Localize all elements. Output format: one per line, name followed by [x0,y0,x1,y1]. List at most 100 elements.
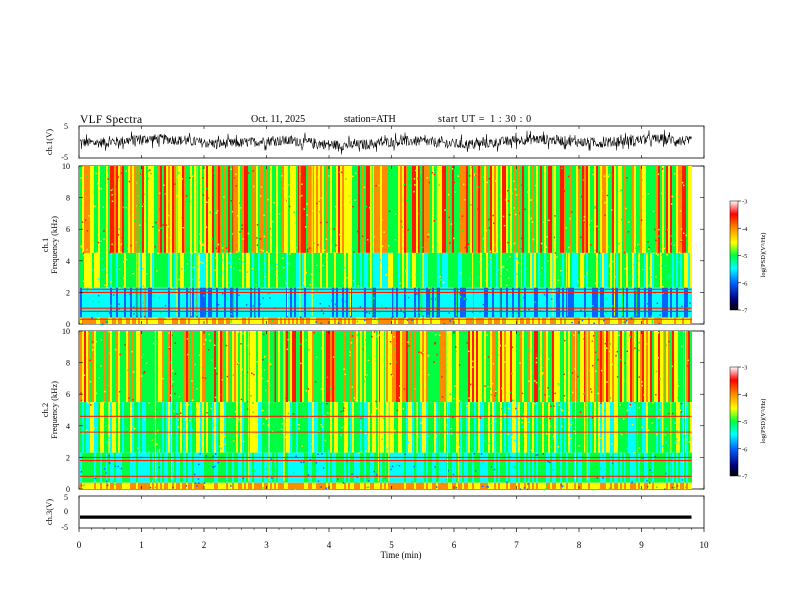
spectrogram-speckle [503,224,506,227]
spectrogram-speckle [604,409,606,412]
spectrogram-cell [242,317,244,324]
spectrogram-speckle [238,202,241,204]
spectrogram-speckle [655,370,658,373]
spectrogram-cell [678,287,680,318]
spectrogram-speckle [657,254,659,256]
spectrogram-cell [172,252,174,288]
spectrogram-cell [600,317,602,324]
spectrogram-speckle [571,372,574,374]
spectrogram-speckle [640,467,642,470]
spectrogram-cell [416,287,418,318]
spectrogram-cell [332,452,334,483]
spectrogram-cell [378,482,380,489]
spectrogram-speckle [688,269,690,271]
spectrogram-speckle [154,246,156,248]
spectrogram-speckle [674,441,677,444]
spectrogram-cell [186,317,188,324]
spectrogram-cell [180,331,182,403]
spectrogram-cell [110,482,112,489]
spectrogram-cell [202,331,204,403]
spectrogram-speckle [655,393,657,396]
spectrogram-cell [558,452,560,483]
spectrogram-cell [278,331,280,403]
spectrogram-speckle [288,430,290,433]
spectrogram-speckle [140,357,143,359]
spectrogram-cell [504,317,506,324]
spectrogram-cell [286,166,288,253]
spectrogram-speckle [363,186,366,189]
spectrogram-cell [666,331,668,403]
spectrogram-cell [412,331,414,403]
spectrogram-speckle [580,309,582,311]
spectrogram-cell [576,331,578,403]
spectrogram-speckle [349,354,351,357]
spectrogram-speckle [347,200,350,202]
spectrogram-cell [136,452,138,483]
time-axis-tick-label: 8 [577,540,582,550]
spectrogram-cell [676,331,678,403]
spectrogram-speckle [469,478,472,480]
spectrogram-speckle [191,252,194,255]
spectrogram-cell [424,452,426,483]
spectrogram-cell [652,166,654,253]
spectrogram-cell [416,166,418,253]
spectrogram-cell [350,452,352,483]
spectrogram-cell [486,402,488,453]
spectrogram-speckle [138,293,140,296]
spectrogram-cell [680,331,682,403]
spectrogram-speckle [689,413,692,415]
spectrogram-speckle [340,410,342,413]
spectrogram-speckle [563,190,566,192]
spectrogram-speckle [577,280,579,282]
spectrogram-speckle [410,241,412,243]
spectrogram-speckle [453,237,455,240]
spectrogram-speckle [125,206,128,209]
spectrogram-speckle [596,225,598,228]
spectrogram-cell [628,317,630,324]
spectrogram-speckle [165,167,168,169]
spectrogram-cell [386,482,388,489]
spectrogram-cell [208,317,210,324]
spectrogram-cell [530,166,532,253]
spectrogram-speckle [449,404,452,406]
spectrogram-cell [438,402,440,453]
spectrogram-cell [316,331,318,403]
spectrogram-cell [200,402,202,453]
spectrogram-speckle [648,482,651,484]
spectrogram-cell [522,166,524,253]
spectrogram-speckle [659,378,661,380]
spectrogram-speckle [413,465,416,468]
spectrogram-cell [162,482,164,489]
spectrogram-speckle [452,473,455,476]
spectrogram-cell [594,452,596,483]
spectrogram-speckle [266,380,269,382]
spectrogram-cell [94,166,96,253]
spectrogram-cell [448,252,450,288]
spectrogram-speckle [657,173,660,175]
spectrogram-speckle [549,417,551,420]
spectrogram-cell [442,252,444,288]
spectrogram-cell [466,402,468,453]
spectrogram-cell [178,166,180,253]
spectrogram-cell [604,317,606,324]
spectrogram-speckle [189,419,191,422]
spectrogram-cell [608,166,610,253]
spectrogram-cell [556,331,558,403]
spectrogram-cell [498,317,500,324]
spectrogram-cell [264,402,266,453]
spectrogram-cell [122,331,124,403]
spectrogram-speckle [556,256,558,258]
spectrogram-cell [418,317,420,324]
spectrogram-cell [146,166,148,253]
spectrogram-speckle [642,268,644,271]
ch1-colorbar-label: log(PSD)(V²/Hz) [760,233,767,278]
spectrogram-cell [434,252,436,288]
spectrogram-speckle [226,453,228,456]
spectrogram-speckle [388,245,390,247]
spectrogram-speckle [407,229,409,231]
spectrogram-cell [348,317,350,324]
spectrogram-cell [456,252,458,288]
spectrogram-cell [80,166,82,253]
spectrogram-cell [438,331,440,403]
spectrogram-speckle [685,403,687,406]
